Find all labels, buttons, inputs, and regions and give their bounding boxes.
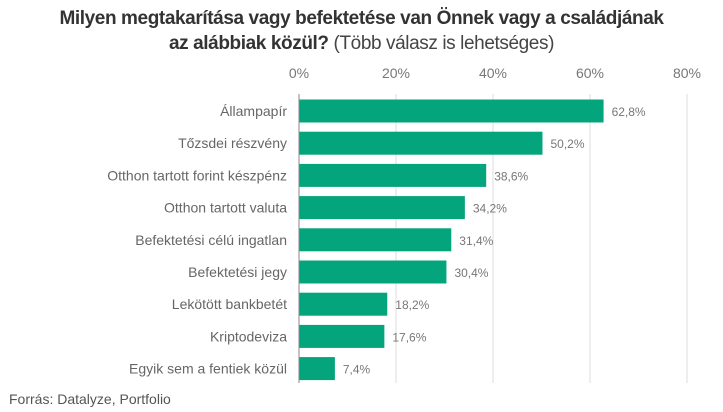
category-label: Befektetési célú ingatlan	[135, 232, 287, 248]
value-label: 7,4%	[343, 363, 371, 377]
value-label: 18,2%	[395, 298, 429, 312]
bar	[299, 260, 447, 284]
x-tick-label: 40%	[479, 65, 507, 81]
bar	[299, 163, 487, 187]
x-tick-label: 80%	[673, 65, 701, 81]
value-label: 62,8%	[612, 105, 646, 119]
x-tick-label: 0%	[289, 65, 309, 81]
category-label: Állampapír	[220, 103, 287, 119]
value-label: 17,6%	[392, 330, 426, 344]
bar	[299, 228, 452, 252]
category-label: Tőzsdei részvény	[178, 135, 287, 151]
bar	[299, 99, 604, 123]
value-label: 30,4%	[454, 266, 488, 280]
category-label: Otthon tartott forint készpénz	[107, 167, 287, 183]
bar	[299, 324, 385, 348]
bar	[299, 131, 543, 155]
x-tick-label: 60%	[576, 65, 604, 81]
bar	[299, 292, 388, 316]
category-label: Kriptodeviza	[210, 328, 287, 344]
chart-title-note: (Több válasz is lehetséges)	[333, 33, 555, 54]
bar	[299, 357, 335, 381]
chart-title-line2: az alábbiak közül? (Több válasz is lehet…	[168, 33, 555, 54]
category-label: Befektetési jegy	[188, 264, 287, 280]
bar	[299, 196, 465, 220]
category-label: Otthon tartott valuta	[164, 200, 287, 216]
category-label: Lekötött bankbetét	[172, 296, 287, 312]
value-label: 38,6%	[494, 169, 528, 183]
chart-title-line1: Milyen megtakarítása vagy befektetése va…	[59, 8, 664, 29]
value-label: 50,2%	[550, 137, 584, 151]
x-tick-label: 20%	[382, 65, 410, 81]
value-label: 31,4%	[459, 234, 493, 248]
category-label: Egyik sem a fentiek közül	[129, 361, 287, 377]
source-note: Forrás: Datalyze, Portfolio	[9, 391, 171, 407]
value-label: 34,2%	[473, 202, 507, 216]
